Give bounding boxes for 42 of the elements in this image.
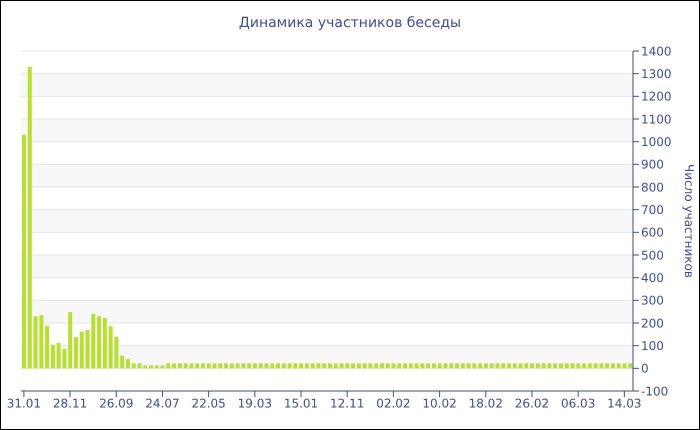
x-tick-label: 28.11 xyxy=(52,396,88,411)
y-tick-label: 500 xyxy=(641,248,664,262)
y-tick-label: 700 xyxy=(641,202,664,217)
y-tick-label: 100 xyxy=(641,338,664,353)
y-tick-label: 1300 xyxy=(641,66,672,81)
chart-title: Динамика участников беседы xyxy=(238,15,462,31)
y-tick-label: 300 xyxy=(641,294,664,308)
x-tick-label: 12.11 xyxy=(330,396,364,411)
x-tick-label: 19.03 xyxy=(238,396,272,411)
bar xyxy=(200,363,205,368)
x-tick-label: 10.02 xyxy=(422,396,457,411)
y-tick-label: 1000 xyxy=(641,134,672,149)
x-tick-label: 15.01 xyxy=(284,396,318,411)
bar xyxy=(328,363,332,368)
y-tick-label: 200 xyxy=(641,316,664,330)
bar xyxy=(86,330,90,368)
y-tick-label: -100 xyxy=(641,384,668,398)
y-tick-label: 900 xyxy=(641,158,664,172)
y-tick-label: 600 xyxy=(641,226,664,240)
x-tick-label: 18.02 xyxy=(468,396,503,411)
y-axis-title: Число участников xyxy=(682,164,696,278)
x-tick-label: 26.09 xyxy=(99,396,134,411)
bar xyxy=(506,363,511,368)
y-tick-label: 400 xyxy=(641,270,664,285)
y-tick-label: 1400 xyxy=(641,44,672,58)
bar xyxy=(149,365,154,368)
y-tick-label: 1200 xyxy=(641,90,672,104)
x-tick-label: 06.03 xyxy=(560,396,596,411)
x-tick-label: 14.03 xyxy=(607,396,642,411)
x-tick-label: 02.02 xyxy=(376,396,411,411)
x-tick-label: 26.02 xyxy=(514,396,550,411)
y-tick-label: 800 xyxy=(641,180,664,194)
x-tick-label: 24.07 xyxy=(145,396,180,411)
bar xyxy=(22,134,26,368)
y-tick-label: 0 xyxy=(641,362,649,376)
x-tick-label: 22.05 xyxy=(191,396,226,411)
bar xyxy=(455,363,460,368)
bar xyxy=(392,363,396,368)
y-tick-label: 1100 xyxy=(641,112,672,126)
bar xyxy=(570,363,574,368)
x-tick-label: 31.01 xyxy=(6,396,42,411)
bar xyxy=(264,363,268,368)
